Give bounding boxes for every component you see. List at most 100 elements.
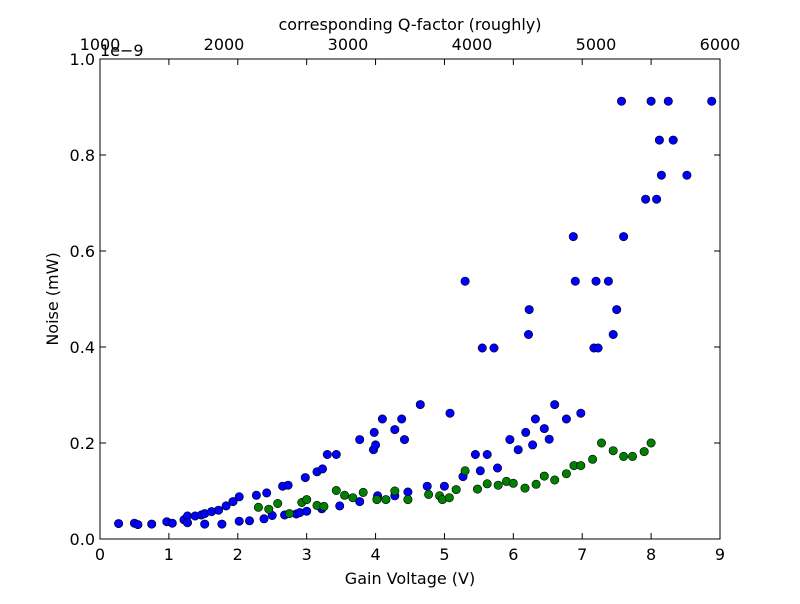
data-point-s1-3 — [284, 509, 294, 519]
data-point-s0-85 — [646, 96, 656, 106]
points-layer — [114, 96, 717, 530]
data-point-s0-63 — [513, 445, 523, 455]
y-tick-label: 0.8 — [70, 146, 95, 165]
data-point-s0-27 — [283, 480, 293, 490]
data-point-s1-26 — [508, 478, 518, 488]
data-point-s0-82 — [616, 96, 626, 106]
data-point-s0-31 — [302, 506, 312, 516]
data-point-s0-38 — [355, 435, 365, 445]
data-point-s0-74 — [570, 276, 580, 286]
data-point-s1-24 — [493, 480, 503, 490]
y-tick-label: 0.0 — [70, 530, 95, 549]
data-point-s1-40 — [646, 438, 656, 448]
data-point-s1-7 — [319, 501, 329, 511]
data-point-s0-92 — [707, 96, 717, 106]
data-point-s0-21 — [251, 490, 261, 500]
data-point-s0-81 — [612, 305, 622, 315]
data-point-s0-35 — [322, 449, 332, 459]
data-point-s0-67 — [528, 440, 538, 450]
data-point-s1-5 — [302, 495, 312, 505]
data-point-s0-14 — [214, 505, 224, 515]
data-point-s0-66 — [524, 305, 534, 315]
data-point-s0-83 — [619, 232, 629, 242]
data-point-s1-16 — [424, 489, 434, 499]
data-point-s1-1 — [264, 504, 274, 514]
data-point-s0-47 — [397, 414, 407, 424]
y-offset-text: 1e−9 — [100, 41, 144, 60]
data-point-s1-8 — [331, 485, 341, 495]
data-point-s1-15 — [403, 495, 413, 505]
data-point-s0-59 — [482, 449, 492, 459]
data-point-s0-58 — [477, 343, 487, 353]
data-point-s0-51 — [422, 481, 432, 491]
data-point-s0-52 — [439, 481, 449, 491]
data-point-s1-21 — [460, 466, 470, 476]
y-axis-label: Noise (mW) — [43, 252, 62, 345]
data-point-s1-38 — [627, 451, 637, 461]
top-x-tick-label: 4000 — [452, 35, 493, 54]
data-point-s0-62 — [505, 435, 515, 445]
data-point-s0-89 — [663, 96, 673, 106]
data-point-s0-46 — [390, 425, 400, 435]
data-point-s1-13 — [381, 495, 391, 505]
data-point-s0-18 — [234, 516, 244, 526]
data-point-s0-30 — [300, 473, 310, 483]
right-axis-ticks — [714, 58, 720, 540]
data-point-s0-39 — [355, 497, 365, 507]
data-point-s0-64 — [521, 427, 531, 437]
data-point-s1-2 — [273, 498, 283, 508]
x-tick-label: 6 — [508, 545, 518, 564]
data-point-s0-65 — [523, 329, 533, 339]
x-tick-label: 5 — [439, 545, 449, 564]
x-tick-label: 9 — [715, 545, 725, 564]
data-point-s1-35 — [596, 438, 606, 448]
data-point-s0-50 — [415, 400, 425, 410]
data-point-s0-41 — [369, 427, 379, 437]
data-point-s0-37 — [335, 501, 345, 511]
x-tick-label: 8 — [646, 545, 656, 564]
top-x-tick-label: 5000 — [576, 35, 617, 54]
data-point-s0-77 — [591, 276, 601, 286]
data-point-s0-55 — [460, 276, 470, 286]
data-point-s1-0 — [253, 502, 263, 512]
data-point-s0-72 — [561, 414, 571, 424]
data-point-s0-0 — [114, 519, 124, 529]
data-point-s1-31 — [561, 469, 571, 479]
data-point-s0-88 — [656, 170, 666, 180]
data-point-s0-78 — [593, 343, 603, 353]
data-point-s0-56 — [470, 449, 480, 459]
data-point-s0-44 — [377, 414, 387, 424]
data-point-s0-23 — [262, 488, 272, 498]
data-point-s1-9 — [340, 490, 350, 500]
data-point-s0-79 — [603, 276, 613, 286]
data-point-s1-29 — [539, 471, 549, 481]
data-point-s1-33 — [576, 461, 586, 471]
data-point-s1-11 — [358, 487, 368, 497]
data-point-s0-91 — [682, 170, 692, 180]
data-point-s1-23 — [482, 479, 492, 489]
data-point-s0-2 — [133, 520, 143, 530]
data-point-s0-8 — [183, 518, 193, 528]
data-point-s0-69 — [539, 424, 549, 434]
x-tick-label: 7 — [577, 545, 587, 564]
data-point-s1-34 — [588, 454, 598, 464]
data-point-s1-39 — [639, 447, 649, 457]
data-point-s0-12 — [200, 519, 210, 529]
data-point-s0-57 — [475, 466, 485, 476]
data-point-s1-10 — [348, 493, 358, 503]
data-point-s0-22 — [259, 514, 269, 524]
data-point-s1-30 — [550, 475, 560, 485]
data-point-s0-34 — [317, 464, 327, 474]
data-point-s0-16 — [221, 501, 231, 511]
x-axis-label: Gain Voltage (V) — [345, 569, 475, 588]
data-point-s0-19 — [234, 492, 244, 502]
data-point-s0-70 — [544, 434, 554, 444]
data-point-s0-5 — [167, 518, 177, 528]
data-point-s0-42 — [371, 440, 381, 450]
data-point-s0-86 — [652, 194, 662, 204]
x-tick-label: 3 — [302, 545, 312, 564]
data-point-s1-12 — [372, 495, 382, 505]
y-tick-label: 0.2 — [70, 434, 95, 453]
data-point-s1-14 — [390, 486, 400, 496]
